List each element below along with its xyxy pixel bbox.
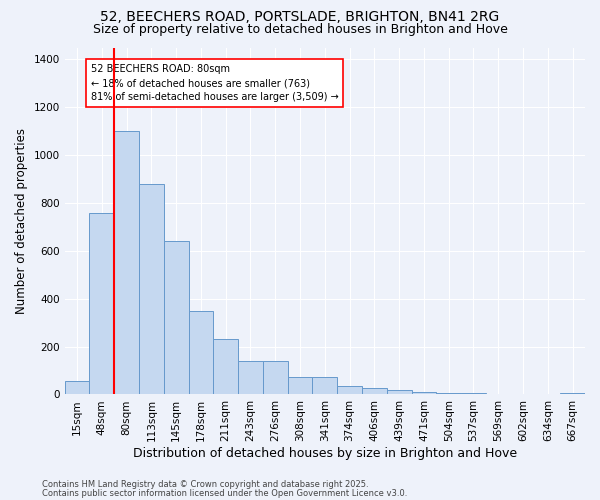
Bar [337,386,362,394]
Bar [560,392,585,394]
Bar [188,310,214,394]
Bar [214,340,238,394]
Bar [412,392,436,394]
Text: Size of property relative to detached houses in Brighton and Hove: Size of property relative to detached ho… [92,22,508,36]
Bar [436,392,461,394]
Bar [362,388,387,394]
Text: 52, BEECHERS ROAD, PORTSLADE, BRIGHTON, BN41 2RG: 52, BEECHERS ROAD, PORTSLADE, BRIGHTON, … [100,10,500,24]
Bar [263,361,287,394]
Text: Contains public sector information licensed under the Open Government Licence v3: Contains public sector information licen… [42,488,407,498]
Bar [238,361,263,394]
Y-axis label: Number of detached properties: Number of detached properties [15,128,28,314]
Bar [114,131,139,394]
Bar [139,184,164,394]
Bar [164,242,188,394]
Bar [65,382,89,394]
Bar [387,390,412,394]
Bar [287,376,313,394]
Bar [313,376,337,394]
Text: 52 BEECHERS ROAD: 80sqm
← 18% of detached houses are smaller (763)
81% of semi-d: 52 BEECHERS ROAD: 80sqm ← 18% of detache… [91,64,338,102]
Bar [89,212,114,394]
Text: Contains HM Land Registry data © Crown copyright and database right 2025.: Contains HM Land Registry data © Crown c… [42,480,368,489]
X-axis label: Distribution of detached houses by size in Brighton and Hove: Distribution of detached houses by size … [133,447,517,460]
